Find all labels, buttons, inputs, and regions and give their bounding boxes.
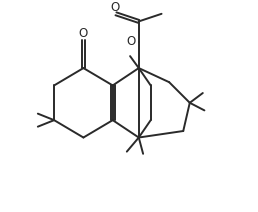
Text: O: O	[79, 27, 88, 40]
Text: O: O	[110, 1, 119, 14]
Text: O: O	[126, 35, 135, 48]
